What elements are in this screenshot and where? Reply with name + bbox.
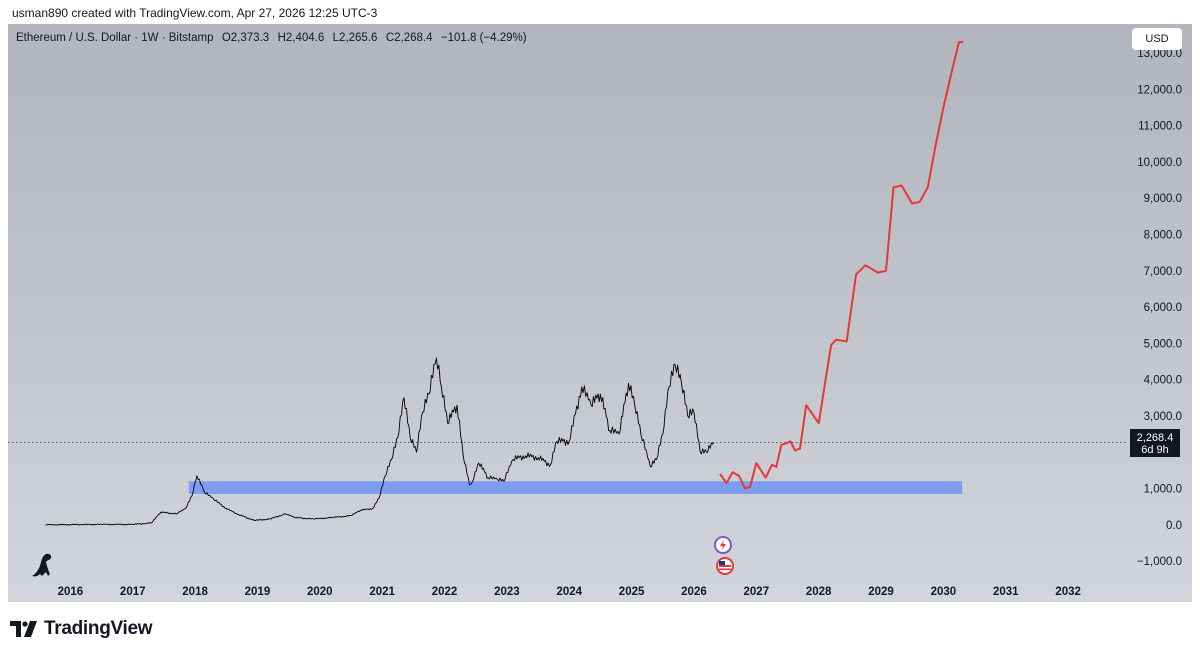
y-tick-label: 6,000.0 <box>1144 302 1182 314</box>
support-zone[interactable] <box>188 481 963 494</box>
x-tick-label: 2032 <box>1055 586 1081 598</box>
x-tick-label: 2020 <box>307 586 333 598</box>
footer: TradingView <box>10 618 153 640</box>
y-tick-label: −1,000.0 <box>1137 556 1182 568</box>
chart-credit: usman890 created with TradingView.com, A… <box>12 6 378 20</box>
symbol-legend: Ethereum / U.S. Dollar · 1W · Bitstamp O… <box>16 32 529 44</box>
eth-price-series <box>45 357 715 526</box>
x-tick-label: 2028 <box>806 586 832 598</box>
x-tick-label: 2027 <box>744 586 770 598</box>
us-flag-event-icon[interactable] <box>716 557 734 575</box>
x-tick-label: 2031 <box>993 586 1019 598</box>
legend-open: O2,373.3 <box>221 32 270 44</box>
tradingview-brand: TradingView <box>44 618 153 639</box>
price-chart[interactable]: 2016 2017 2018 2019 2020 2021 2022 2023 2024 2025… <box>8 24 1192 602</box>
x-tick-label: 2029 <box>868 586 894 598</box>
x-tick-label: 2018 <box>182 586 208 598</box>
y-tick-label: 4,000.0 <box>1144 375 1182 387</box>
y-tick-label: 3,000.0 <box>1144 411 1182 423</box>
y-tick-label: 12,000.0 <box>1137 84 1182 96</box>
y-tick-label: 1,000.0 <box>1144 484 1182 496</box>
x-tick-label: 2025 <box>619 586 645 598</box>
event-flash-icon[interactable] <box>714 536 732 554</box>
last-price-label: 2,268.4 6d 9h <box>1130 429 1180 457</box>
x-tick-label: 2021 <box>369 586 395 598</box>
y-tick-label: 8,000.0 <box>1144 229 1182 241</box>
y-tick-label: 13,000.0 <box>1137 48 1182 60</box>
last-price-value: 2,268.4 <box>1137 432 1174 444</box>
dino-icon <box>32 553 52 577</box>
x-tick-label: 2017 <box>120 586 146 598</box>
y-tick-label: 9,000.0 <box>1144 193 1182 205</box>
x-tick-label: 2022 <box>432 586 458 598</box>
chart-panel[interactable]: Ethereum / U.S. Dollar · 1W · Bitstamp O… <box>8 24 1192 602</box>
legend-change: −101.8 (−4.29%) <box>440 32 527 44</box>
forecast-path <box>719 41 964 490</box>
legend-close: C2,268.4 <box>385 32 433 44</box>
x-tick-label: 2030 <box>931 586 957 598</box>
y-tick-label: 5,000.0 <box>1144 338 1182 350</box>
tradingview-logo-icon <box>10 621 37 637</box>
y-tick-label: 7,000.0 <box>1144 266 1182 278</box>
bar-countdown: 6d 9h <box>1141 444 1169 456</box>
x-tick-label: 2024 <box>556 586 582 598</box>
x-tick-label: 2019 <box>245 586 271 598</box>
legend-high: H2,404.6 <box>277 32 325 44</box>
y-tick-label: 11,000.0 <box>1138 121 1182 133</box>
currency-button[interactable]: USD <box>1132 28 1182 50</box>
x-tick-label: 2016 <box>58 586 84 598</box>
x-tick-label: 2023 <box>494 586 520 598</box>
y-tick-label: 10,000.0 <box>1137 157 1182 169</box>
legend-symbol[interactable]: Ethereum / U.S. Dollar · 1W · Bitstamp <box>16 32 214 44</box>
legend-low: L2,265.6 <box>332 32 378 44</box>
y-tick-label: 0.0 <box>1166 520 1182 532</box>
x-tick-label: 2026 <box>681 586 707 598</box>
